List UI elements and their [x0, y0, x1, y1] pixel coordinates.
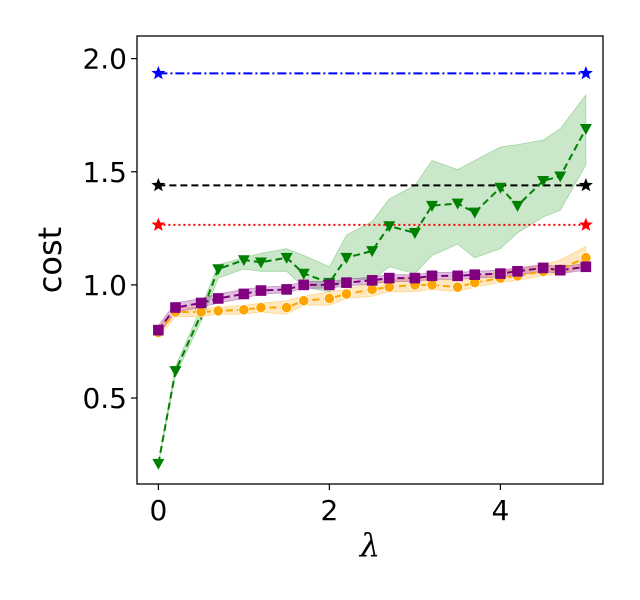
- series-4-point: [383, 281, 395, 293]
- series-3-point: [468, 207, 481, 219]
- x-tick-label: 0: [149, 494, 167, 527]
- series-4-point: [366, 283, 378, 296]
- series-3-point: [451, 198, 464, 210]
- series-4-point: [281, 301, 293, 314]
- series-3-point: [366, 246, 379, 258]
- plot-frame: [136, 35, 604, 485]
- series-5-point: [298, 279, 310, 291]
- series-3-point: [408, 228, 421, 239]
- series-4-point: [195, 306, 207, 318]
- series-2-point: [578, 217, 593, 231]
- series-3-point: [340, 252, 353, 264]
- series-3-point: [297, 268, 310, 280]
- series-3-point: [280, 252, 293, 264]
- y-axis-title: cost: [31, 227, 69, 293]
- series-3-point: [425, 200, 438, 212]
- series-3-point: [537, 176, 550, 187]
- y-tick-label: 0.5: [82, 382, 127, 415]
- series-3-line: [157, 128, 587, 464]
- series-3-point: [511, 200, 524, 212]
- series-5-point: [238, 288, 250, 300]
- series-5-point: [341, 277, 352, 288]
- series-4-point: [212, 305, 224, 317]
- series-4-point: [323, 292, 335, 305]
- x-axis-ticks: 0 2 4: [149, 484, 509, 527]
- series-5-point: [170, 302, 181, 313]
- x-axis-title: λ: [358, 526, 380, 564]
- series-4-point: [255, 301, 267, 314]
- series-5-point: [469, 269, 481, 281]
- series-4-point: [452, 281, 464, 293]
- series-3-point: [152, 458, 165, 470]
- series-5-point: [153, 324, 164, 336]
- series-3-point: [554, 171, 567, 183]
- series-5-point: [426, 270, 438, 282]
- series-5-point: [452, 270, 463, 282]
- x-tick-label: 2: [320, 494, 338, 527]
- series-3-point: [212, 264, 225, 276]
- series-2-point: [151, 217, 166, 231]
- series-4-point: [238, 304, 250, 316]
- series-1-point: [151, 178, 166, 192]
- series-4-point: [426, 279, 438, 291]
- series-0-point: [151, 66, 166, 80]
- series-5-point: [409, 272, 421, 284]
- series-5-point: [212, 293, 224, 304]
- y-axis-ticks: 0.5 1.0 1.5 2.0: [82, 43, 137, 415]
- series-3-point: [169, 366, 182, 377]
- y-tick-label: 1.5: [82, 156, 127, 189]
- series-4-point: [580, 252, 592, 264]
- series-0-point: [578, 66, 593, 80]
- series-5-point: [537, 262, 549, 274]
- series-5-point: [512, 266, 523, 277]
- series-5-point: [383, 272, 395, 284]
- series-5-point: [255, 285, 267, 296]
- y-tick-label: 2.0: [82, 43, 127, 76]
- series-4-point: [340, 288, 353, 300]
- series-3-point: [579, 123, 592, 135]
- series-3-point: [494, 182, 507, 194]
- series-5-line: [157, 265, 587, 331]
- series-3-point: [254, 257, 267, 269]
- series-5-point: [281, 284, 292, 295]
- series-5-point: [495, 268, 506, 279]
- series-5-point: [366, 275, 378, 286]
- series-5-point: [580, 261, 592, 273]
- series-4-point: [298, 295, 310, 307]
- series-5-point: [195, 297, 207, 309]
- series-3-point: [383, 221, 396, 233]
- series-1-point: [578, 178, 593, 192]
- series-lines: [157, 72, 587, 464]
- series-5-point: [554, 264, 566, 276]
- x-tick-label: 4: [491, 494, 509, 527]
- series-3-point: [237, 255, 250, 267]
- y-tick-label: 1.0: [82, 269, 127, 302]
- series-5-point: [324, 279, 335, 291]
- series-markers: [151, 66, 593, 470]
